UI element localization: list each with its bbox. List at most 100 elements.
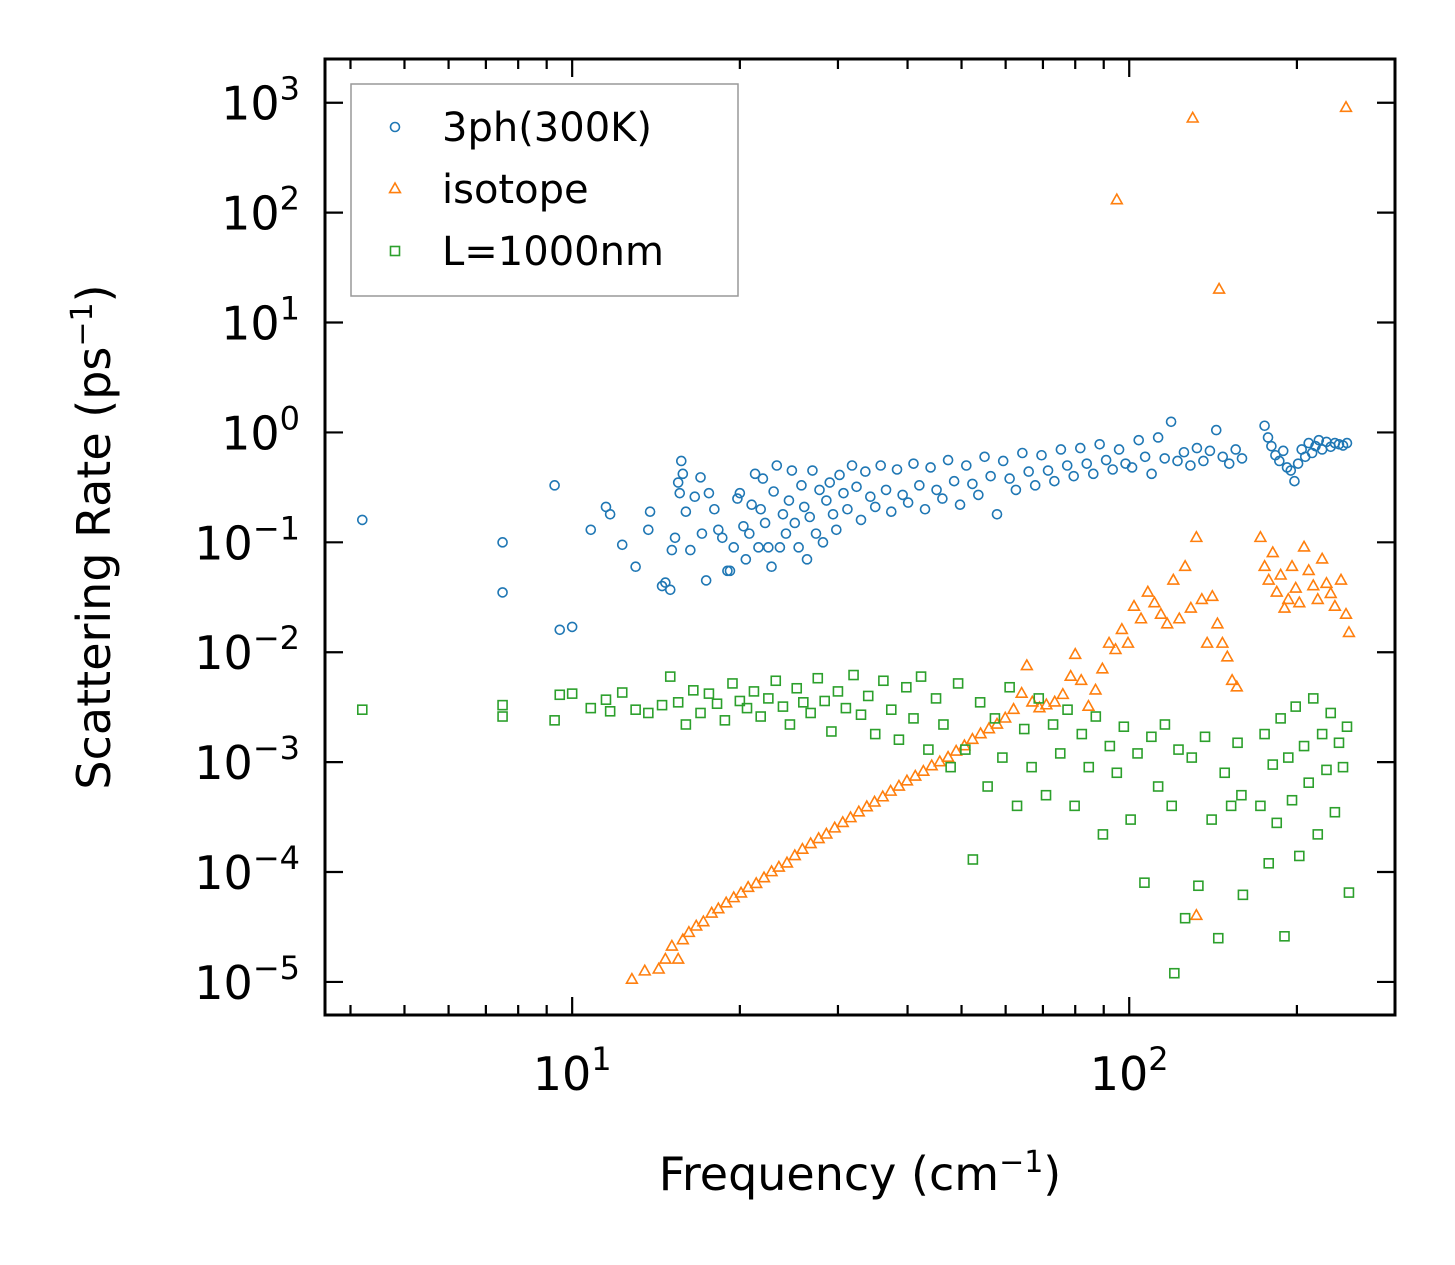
data-point	[1210, 616, 1225, 629]
data-point	[1212, 281, 1226, 294]
data-point	[1225, 800, 1237, 812]
data-point	[784, 719, 796, 730]
data-point	[696, 914, 711, 927]
data-point	[1297, 539, 1311, 552]
data-point	[1152, 432, 1164, 443]
data-point	[1033, 693, 1045, 704]
data-point	[783, 495, 795, 506]
data-point	[695, 472, 706, 483]
data-point	[1230, 444, 1242, 455]
data-point	[1090, 711, 1102, 722]
data-point	[1236, 453, 1248, 464]
data-point	[1133, 434, 1145, 446]
data-point	[938, 719, 949, 730]
data-point	[1215, 635, 1230, 648]
data-point	[1121, 635, 1135, 648]
data-point	[585, 702, 597, 714]
data-point	[757, 870, 771, 883]
data-point	[1125, 814, 1136, 825]
data-point	[566, 688, 578, 699]
data-point	[738, 520, 749, 532]
data-point	[1206, 814, 1217, 825]
data-point	[843, 810, 858, 823]
series-0	[356, 416, 1353, 636]
data-point	[768, 486, 779, 497]
data-point	[669, 532, 681, 544]
data-point	[664, 584, 676, 596]
data-point	[1074, 673, 1088, 686]
data-point	[1261, 572, 1276, 585]
data-point	[1165, 416, 1177, 428]
data-point	[759, 517, 771, 529]
data-point	[660, 577, 671, 588]
data-point	[727, 678, 738, 689]
data-point	[1230, 679, 1244, 692]
data-point	[893, 734, 905, 745]
data-point	[930, 693, 942, 704]
legend-box	[350, 83, 739, 297]
data-point	[1011, 800, 1023, 812]
data-point	[967, 854, 979, 865]
data-point	[1081, 698, 1096, 712]
points-layer	[356, 100, 1356, 984]
data-point	[798, 697, 809, 708]
data-point	[780, 528, 792, 539]
data-point	[1160, 616, 1174, 629]
ticks-layer	[325, 59, 1397, 1015]
data-point	[672, 697, 684, 708]
data-point	[711, 901, 726, 914]
data-point	[1205, 589, 1220, 602]
data-point	[356, 704, 368, 715]
data-point	[356, 514, 368, 526]
data-point	[1159, 719, 1171, 730]
data-point	[637, 963, 652, 976]
data-point	[1189, 530, 1204, 543]
data-point	[855, 709, 867, 721]
data-point	[696, 528, 708, 539]
data-point	[753, 542, 764, 553]
data-point	[749, 468, 761, 480]
data-point	[1339, 100, 1353, 113]
data-point	[1056, 687, 1070, 700]
data-point	[1277, 445, 1289, 457]
data-point	[1257, 559, 1272, 572]
legend-item: 3ph(300K)	[389, 105, 652, 151]
y-tick-label: 10−5	[194, 949, 300, 1010]
data-point	[1277, 600, 1292, 613]
data-point	[1225, 673, 1239, 686]
data-point	[1042, 465, 1054, 476]
data-point	[1255, 800, 1266, 812]
data-point	[865, 491, 876, 503]
data-point	[1062, 704, 1073, 715]
y-tick-label: 10−4	[194, 839, 300, 900]
data-point	[665, 938, 679, 951]
data-point	[860, 466, 871, 477]
data-point	[1232, 737, 1243, 749]
data-point	[685, 544, 696, 556]
data-point	[1323, 586, 1338, 599]
data-point	[1316, 728, 1328, 740]
data-point	[676, 932, 690, 945]
data-point	[757, 473, 769, 484]
data-point	[1263, 858, 1275, 869]
data-point	[1269, 584, 1284, 597]
data-point	[1282, 752, 1294, 763]
data-point	[1111, 767, 1123, 779]
data-point	[788, 848, 802, 861]
y-tick-label: 103	[221, 70, 300, 131]
data-point	[1333, 737, 1345, 749]
data-point	[1341, 721, 1353, 733]
x-axis-label: Frequency (cm−1)	[659, 1145, 1062, 1201]
data-point	[1275, 713, 1286, 724]
data-point	[974, 697, 986, 708]
data-point	[672, 477, 684, 488]
data-point	[979, 451, 990, 463]
data-point	[1274, 455, 1285, 467]
data-point	[832, 686, 844, 697]
tick-labels-layer: 101 102 10−5 10−4 10−3 10−2 10−1 100 101 102 103	[194, 70, 1168, 1101]
data-point	[664, 671, 676, 682]
data-point	[774, 542, 786, 553]
data-point	[989, 713, 1001, 724]
data-point	[941, 749, 955, 762]
data-point	[658, 951, 673, 964]
